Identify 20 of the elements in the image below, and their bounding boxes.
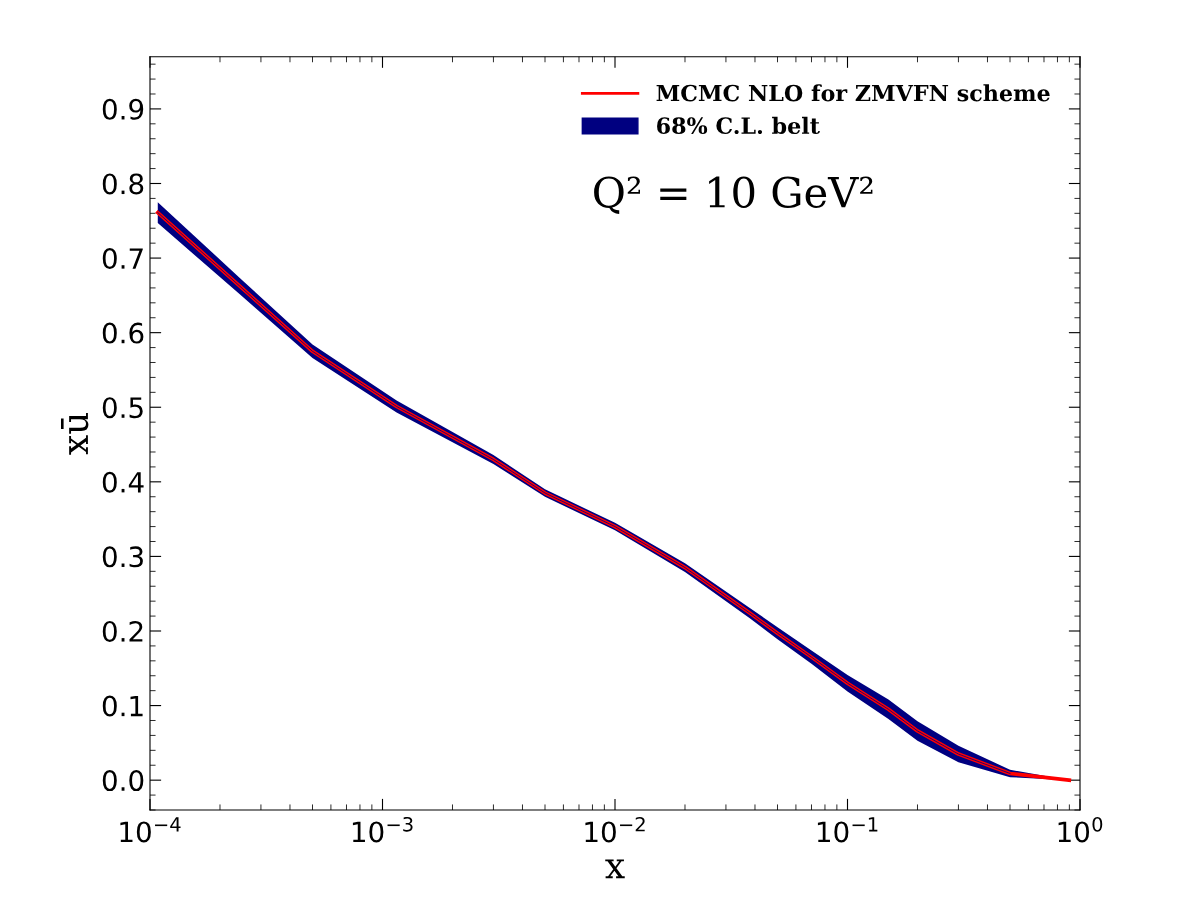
y-tick-label: 0.6	[102, 322, 144, 344]
x-axis-title: x	[605, 859, 625, 879]
x-tick-label: 10$^{0}$	[1058, 816, 1103, 843]
y-tick-label: 0.1	[102, 695, 143, 717]
x-tick-label: 10$^{−2}$	[585, 816, 645, 843]
legend-label: 68% C.L. belt	[657, 116, 820, 135]
y-tick-label: 0.7	[102, 248, 143, 270]
y-tick-label: 0.2	[102, 620, 143, 642]
y-tick-label: 0.5	[102, 397, 143, 419]
y-tick-label: 0.9	[102, 98, 144, 120]
y-axis-title: xū	[60, 412, 89, 455]
y-tick-label: 0.0	[102, 770, 144, 792]
annotation: Q² = 10 GeV²	[594, 176, 873, 215]
y-tick-label: 0.3	[102, 546, 143, 568]
legend-label: MCMC NLO for ZMVFN scheme	[656, 84, 1050, 102]
x-tick-label: 10$^{−4}$	[120, 817, 181, 843]
x-tick-label: 10$^{−1}$	[817, 817, 878, 843]
y-tick-label: 0.8	[102, 173, 144, 195]
x-tick-label: 10$^{−3}$	[352, 816, 413, 843]
y-tick-label: 0.4	[102, 471, 144, 493]
